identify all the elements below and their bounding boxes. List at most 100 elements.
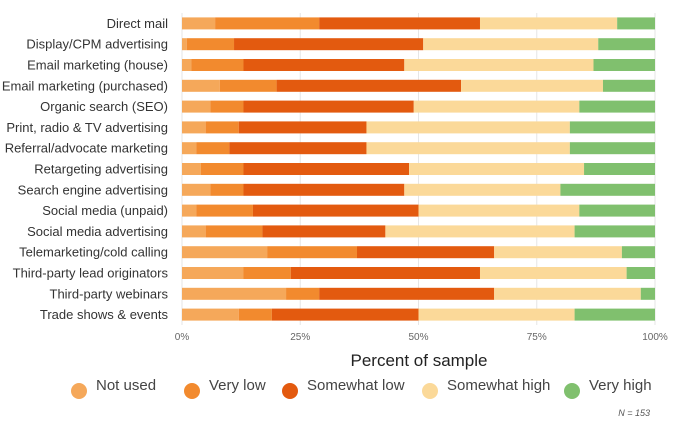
bar-somewhat-high [385, 225, 575, 238]
category-label: Email marketing (purchased) [2, 78, 168, 93]
bar-very-low [196, 142, 230, 155]
category-label: Trade shows & events [40, 307, 169, 322]
bar-somewhat-high [404, 183, 561, 196]
bar-very-high [574, 225, 655, 238]
bar-not-used [182, 100, 211, 113]
bar-somewhat-low [243, 59, 405, 71]
category-label: Social media (unpaid) [42, 203, 168, 218]
bar-not-used [182, 163, 201, 175]
bar-very-low [186, 38, 235, 51]
bar-not-used [182, 246, 268, 259]
bar-very-low [191, 59, 244, 71]
category-label: Search engine advertising [18, 182, 168, 197]
bar-very-high [579, 204, 655, 217]
bar-somewhat-high [404, 59, 594, 71]
bar-very-low [210, 100, 244, 113]
bar-somewhat-high [461, 79, 603, 92]
bar-not-used [182, 287, 287, 300]
bar-not-used [182, 142, 197, 155]
bar-very-high [602, 79, 655, 92]
x-tick-label: 100% [642, 332, 668, 343]
bar-very-high [626, 267, 655, 279]
bar-somewhat-high [423, 38, 599, 51]
bar-not-used [182, 308, 239, 321]
legend: Not used Very low Somewhat low Somewhat hig… [71, 377, 652, 399]
bar-somewhat-low [271, 308, 419, 321]
x-tick-label: 0% [175, 332, 190, 343]
category-labels: Direct mail Display/CPM advertising Email … [2, 16, 169, 322]
bar-somewhat-high [413, 100, 580, 113]
bar-very-low [196, 204, 253, 217]
bar-very-high [579, 100, 655, 113]
bar-very-high [621, 246, 655, 259]
bar-somewhat-high [494, 287, 641, 300]
bar-very-low [219, 79, 277, 92]
legend-marker [71, 383, 87, 399]
bar-very-low [243, 267, 291, 279]
bar-very-low [205, 121, 239, 134]
sample-size-note: N = 153 [618, 408, 650, 418]
bar-very-high [640, 287, 655, 300]
category-label: Direct mail [107, 16, 169, 31]
bar-very-low [215, 17, 320, 30]
category-label: Email marketing (house) [27, 58, 168, 73]
bar-somewhat-low [252, 204, 419, 217]
category-label: Third-party lead originators [13, 266, 169, 281]
x-tick-label: 50% [408, 332, 428, 343]
legend-marker [422, 383, 438, 399]
bar-somewhat-high [366, 121, 570, 134]
bar-not-used [182, 225, 206, 238]
bar-very-high [593, 59, 655, 71]
category-label: Organic search (SEO) [40, 99, 168, 114]
bar-somewhat-high [479, 267, 627, 279]
category-label: Display/CPM advertising [26, 37, 168, 52]
bar-very-low [267, 246, 358, 259]
x-tick-label: 25% [290, 332, 310, 343]
category-label: Telemarketing/cold calling [19, 245, 168, 260]
category-label: Referral/advocate marketing [5, 141, 168, 156]
bar-very-low [205, 225, 263, 238]
bar-somewhat-high [418, 204, 580, 217]
bar-not-used [182, 121, 206, 134]
bar-somewhat-high [366, 142, 570, 155]
bar-not-used [182, 183, 211, 196]
legend-marker [564, 383, 580, 399]
bar-somewhat-high [494, 246, 622, 259]
bar-very-high [584, 163, 655, 175]
bar-somewhat-high [409, 163, 585, 175]
bar-somewhat-low [357, 246, 495, 259]
bar-very-low [210, 183, 244, 196]
legend-label: Somewhat high [447, 377, 550, 394]
bar-very-high [560, 183, 655, 196]
bar-not-used [182, 38, 187, 51]
category-label: Social media advertising [27, 224, 168, 239]
bar-somewhat-low [262, 225, 386, 238]
bar-somewhat-low [290, 267, 480, 279]
bar-somewhat-low [243, 163, 410, 175]
bar-somewhat-low [276, 79, 462, 92]
bar-somewhat-low [319, 287, 495, 300]
bar-very-high [598, 38, 655, 51]
bar-very-low [238, 308, 272, 321]
legend-label: Somewhat low [307, 377, 405, 394]
bar-not-used [182, 79, 220, 92]
bar-very-high [569, 121, 655, 134]
bar-very-high [574, 308, 655, 321]
bars [182, 17, 655, 321]
bar-somewhat-high [418, 308, 575, 321]
bar-very-low [286, 287, 320, 300]
legend-marker [184, 383, 200, 399]
bar-somewhat-low [229, 142, 367, 155]
bar-somewhat-low [238, 121, 367, 134]
legend-label: Very low [209, 377, 266, 394]
category-label: Retargeting advertising [34, 162, 168, 177]
x-tick-labels: 0% 25% 50% 75% 100% [175, 332, 668, 343]
bar-somewhat-low [319, 17, 480, 30]
bar-somewhat-low [243, 183, 405, 196]
bar-not-used [182, 59, 192, 71]
category-label: Print, radio & TV advertising [6, 120, 168, 135]
bar-not-used [182, 267, 244, 279]
bar-somewhat-high [479, 17, 618, 30]
legend-label: Not used [96, 377, 156, 394]
